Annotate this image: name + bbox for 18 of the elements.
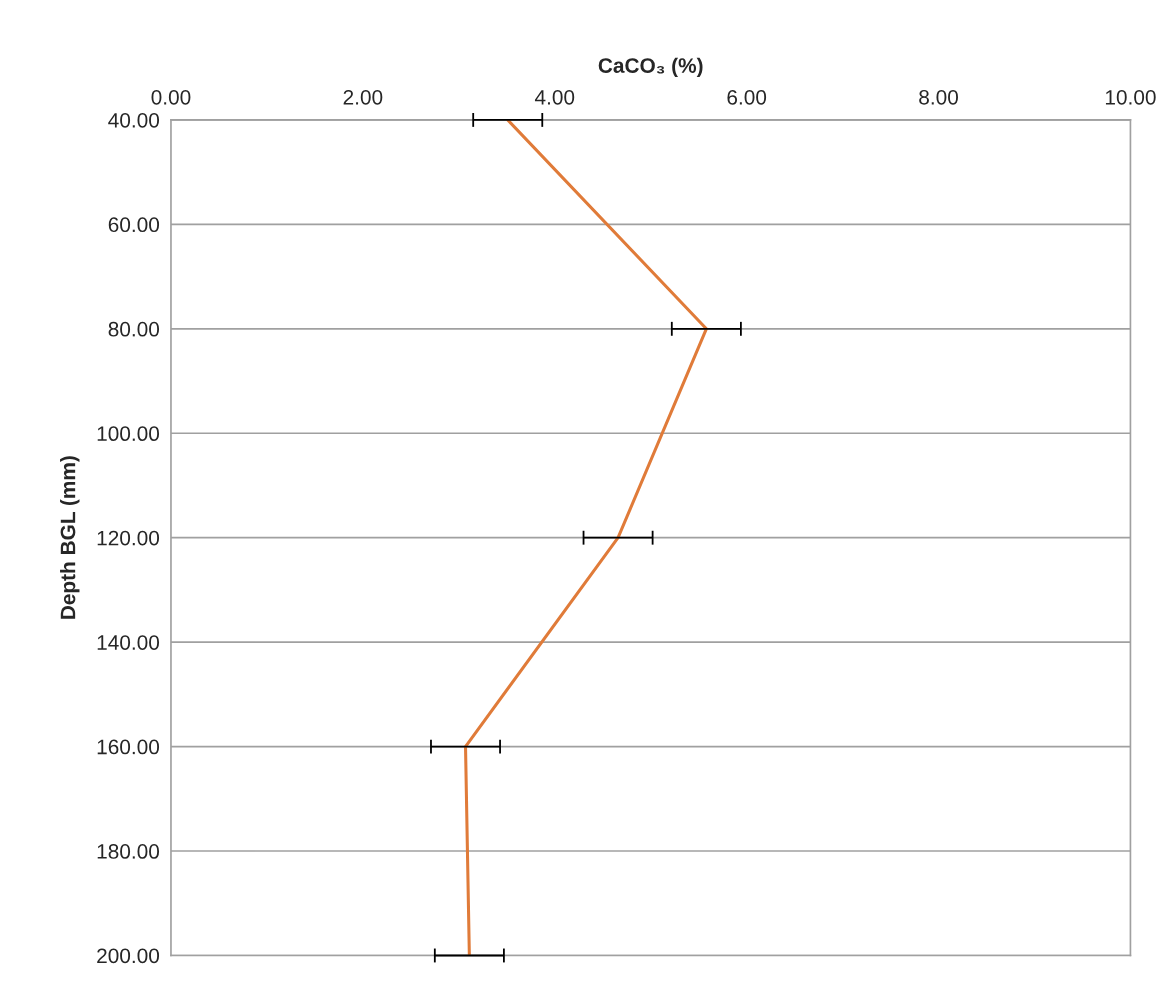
x-tick-label: 0.00 <box>151 89 191 105</box>
x-tick-label: 2.00 <box>343 89 383 105</box>
y-tick-label: 120.00 <box>97 530 160 546</box>
y-tick-label: 40.00 <box>108 112 160 128</box>
y-tick-label: 200.00 <box>97 948 160 964</box>
y-tick-label: 160.00 <box>97 739 160 755</box>
y-tick-label: 180.00 <box>97 844 160 859</box>
y-tick-label: 60.00 <box>108 217 160 233</box>
y-tick-label: 140.00 <box>97 635 160 650</box>
y-tick-label: 100.00 <box>97 426 160 442</box>
x-tick-label: 6.00 <box>727 89 767 105</box>
x-axis-title: CaCO₃ (%) <box>598 57 703 78</box>
x-tick-label: 8.00 <box>919 89 958 105</box>
line-series <box>463 119 708 956</box>
y-tick-label: 80.00 <box>108 321 160 337</box>
x-tick-label: 10.00 <box>1105 89 1156 105</box>
y-axis-title: Depth BGL (mm) <box>60 456 80 619</box>
x-tick-label: 4.00 <box>534 89 575 105</box>
